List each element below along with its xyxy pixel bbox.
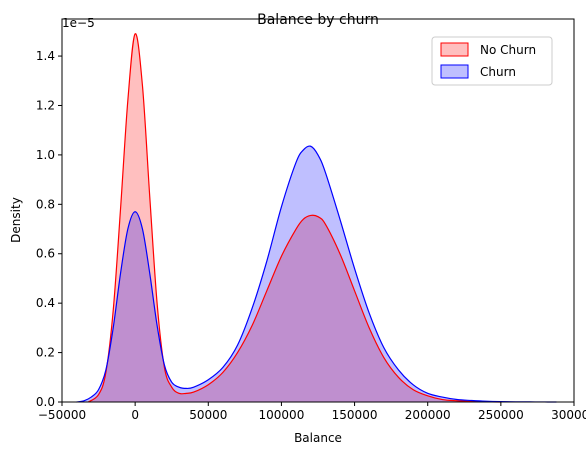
legend: No Churn Churn xyxy=(431,36,553,86)
line-no-churn xyxy=(87,33,501,403)
y-tick-label: 0.6 xyxy=(36,247,55,261)
y-tick-label: 0.2 xyxy=(36,346,55,360)
legend-label-churn: Churn xyxy=(480,65,516,79)
x-tick-label: 250000 xyxy=(478,408,524,422)
x-tick-label: 150000 xyxy=(332,408,378,422)
x-tick-label: 0 xyxy=(131,408,139,422)
density-areas xyxy=(76,33,557,402)
chart-title: Balance by churn xyxy=(257,12,379,28)
y-axis-offset-label: 1e−5 xyxy=(62,16,95,30)
plot-frame xyxy=(61,18,575,403)
y-axis-label: Density xyxy=(9,197,23,243)
y-tick-label: 1.0 xyxy=(36,148,55,162)
x-axis-label: Balance xyxy=(294,431,342,445)
legend-box xyxy=(431,36,553,86)
x-tick-label: 200000 xyxy=(405,408,451,422)
y-tick-label: 0.0 xyxy=(36,395,55,409)
legend-swatch-churn xyxy=(440,64,469,79)
legend-swatch-no-churn xyxy=(440,42,469,57)
x-tick-label: 100000 xyxy=(259,408,305,422)
density-lines xyxy=(76,33,557,403)
line-churn xyxy=(76,145,557,403)
x-axis-ticks: −50000 0 50000 100000 150000 200000 250000 3000… xyxy=(38,402,586,422)
y-tick-label: 1.4 xyxy=(36,49,55,63)
area-churn xyxy=(76,146,557,402)
legend-label-no-churn: No Churn xyxy=(480,43,536,57)
y-axis-ticks: 0.0 0.2 0.4 0.6 0.8 1.0 1.2 1.4 xyxy=(36,49,62,409)
area-no-churn xyxy=(88,33,501,402)
y-tick-label: 0.4 xyxy=(36,296,55,310)
y-tick-label: 0.8 xyxy=(36,197,55,211)
y-tick-label: 1.2 xyxy=(36,98,55,112)
x-tick-label: −50000 xyxy=(38,408,86,422)
x-tick-label: 50000 xyxy=(189,408,227,422)
